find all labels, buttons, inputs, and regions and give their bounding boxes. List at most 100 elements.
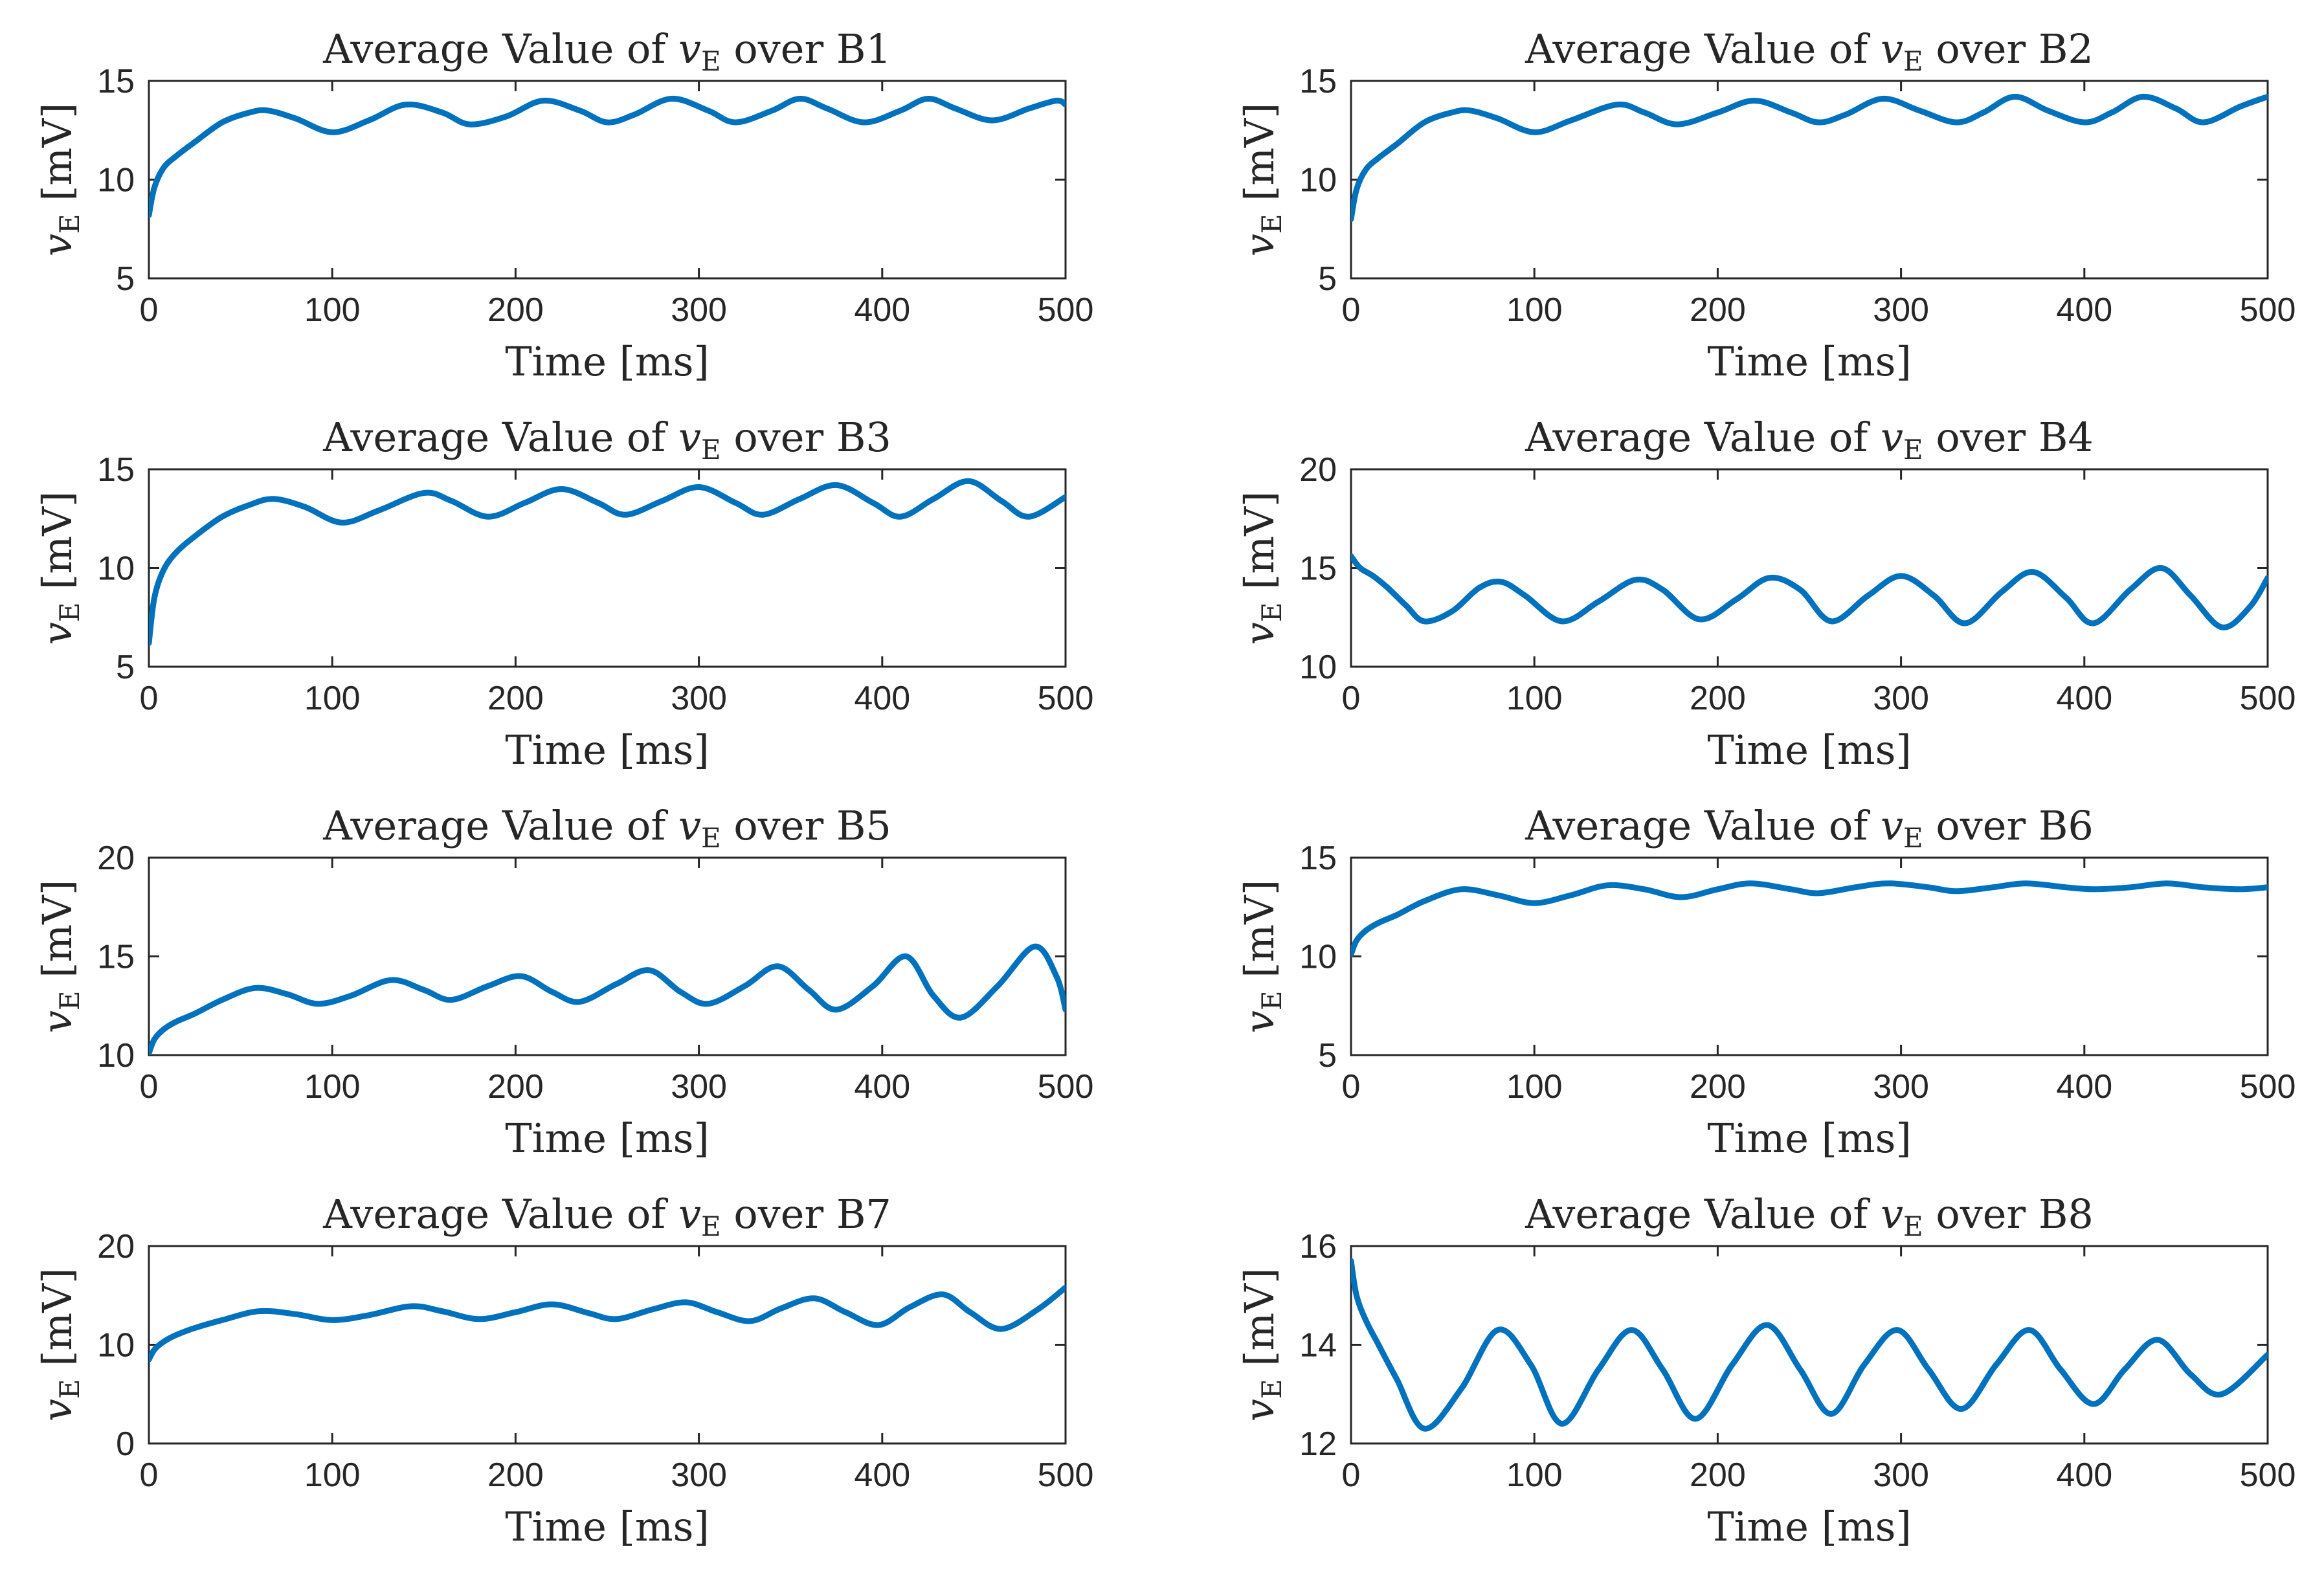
x-tick-label: 200 bbox=[1690, 1068, 1746, 1106]
panel-b5: Average Value of vE over B50 100 200 300 400… bbox=[34, 802, 1093, 1162]
y-tick-label: 15 bbox=[1299, 550, 1337, 588]
ylabel-var: v bbox=[1236, 1399, 1283, 1421]
panel-title: Average Value of vE over B4 bbox=[1525, 414, 2094, 465]
title-prefix: Average Value of bbox=[322, 802, 678, 849]
ylabel-var: v bbox=[34, 234, 81, 256]
title-var: v bbox=[1881, 1190, 1903, 1238]
panels: Average Value of vE over B10 100 200 300 400… bbox=[34, 25, 2296, 1550]
title-region: B3 bbox=[836, 414, 891, 461]
x-tick-label: 0 bbox=[140, 1068, 159, 1106]
x-axis-label: Time [ms] bbox=[1707, 1503, 1911, 1550]
title-sub: E bbox=[701, 45, 721, 77]
x-tick-label: 200 bbox=[1690, 1456, 1746, 1494]
y-tick-label: 5 bbox=[116, 649, 135, 686]
ylabel-unit: [mV] bbox=[34, 1268, 81, 1379]
x-tick-label: 400 bbox=[854, 680, 910, 717]
y-tick-label: 5 bbox=[116, 260, 135, 298]
x-tick-label: 500 bbox=[1038, 1456, 1094, 1494]
panel-title: Average Value of vE over B3 bbox=[322, 414, 891, 465]
ylabel-unit: [mV] bbox=[1236, 491, 1283, 603]
x-tick-label: 100 bbox=[1506, 1456, 1563, 1494]
ylabel-var: v bbox=[1236, 622, 1283, 645]
series-line-b8 bbox=[1351, 1258, 2268, 1432]
x-tick-label: 0 bbox=[140, 291, 159, 329]
panel-title: Average Value of vE over B7 bbox=[322, 1190, 891, 1242]
y-tick-label: 5 bbox=[1318, 260, 1337, 298]
y-tick-label: 0 bbox=[116, 1425, 135, 1463]
x-axis-label: Time [ms] bbox=[1707, 1115, 1911, 1162]
title-var: v bbox=[1881, 802, 1903, 849]
ylabel-var: v bbox=[1236, 234, 1283, 256]
y-tick-label: 20 bbox=[97, 1228, 135, 1265]
ylabel-unit: [mV] bbox=[1236, 1268, 1283, 1379]
x-axis-label: Time [ms] bbox=[505, 1503, 709, 1550]
x-tick-label: 400 bbox=[854, 1068, 910, 1106]
x-tick-label: 100 bbox=[1506, 1068, 1563, 1106]
title-mid: over bbox=[721, 25, 836, 72]
title-var: v bbox=[678, 414, 701, 461]
y-axis-label: vE [mV] bbox=[34, 491, 85, 645]
axes-box bbox=[148, 856, 1067, 1056]
title-prefix: Average Value of bbox=[1525, 25, 1881, 72]
x-axis-label: Time [ms] bbox=[505, 726, 709, 774]
series-line-b4 bbox=[1351, 553, 2268, 630]
ylabel-unit: [mV] bbox=[1236, 103, 1283, 214]
x-tick-label: 0 bbox=[140, 1456, 159, 1494]
y-tick-label: 10 bbox=[1299, 162, 1337, 199]
title-var: v bbox=[678, 1190, 701, 1238]
ylabel-var: v bbox=[34, 622, 81, 645]
x-tick-label: 500 bbox=[2240, 680, 2296, 717]
panel-b3: Average Value of vE over B30 100 200 300 400… bbox=[34, 414, 1093, 774]
x-tick-label: 0 bbox=[1342, 1068, 1361, 1106]
x-tick-label: 100 bbox=[304, 291, 361, 329]
ylabel-var: v bbox=[34, 1010, 81, 1033]
title-region: B2 bbox=[2039, 25, 2094, 72]
panel-title: Average Value of vE over B8 bbox=[1525, 1190, 2094, 1242]
ylabel-var: v bbox=[34, 1399, 81, 1421]
x-tick-label: 500 bbox=[2240, 291, 2296, 329]
x-axis-label: Time [ms] bbox=[505, 338, 709, 385]
y-tick-label: 14 bbox=[1299, 1327, 1337, 1365]
panel-title: Average Value of vE over B1 bbox=[322, 25, 891, 77]
title-prefix: Average Value of bbox=[322, 25, 678, 72]
axes-box bbox=[148, 1245, 1067, 1445]
ylabel-sub: E bbox=[54, 1379, 85, 1399]
x-tick-label: 0 bbox=[1342, 680, 1361, 717]
y-tick-label: 10 bbox=[97, 550, 135, 588]
y-axis-label: vE [mV] bbox=[1236, 880, 1288, 1033]
title-region: B7 bbox=[836, 1190, 891, 1238]
x-tick-label: 200 bbox=[1690, 291, 1746, 329]
x-tick-label: 200 bbox=[487, 291, 544, 329]
ylabel-sub: E bbox=[54, 214, 85, 234]
panel-b6: Average Value of vE over B60 100 200 300 400… bbox=[1236, 802, 2296, 1162]
x-tick-label: 400 bbox=[2056, 680, 2112, 717]
panel-title: Average Value of vE over B5 bbox=[322, 802, 891, 854]
title-region: B5 bbox=[836, 802, 891, 849]
title-region: B6 bbox=[2039, 802, 2094, 849]
axes-box bbox=[1350, 1245, 2269, 1445]
title-var: v bbox=[1881, 414, 1903, 461]
x-tick-label: 500 bbox=[2240, 1456, 2296, 1494]
x-tick-label: 300 bbox=[671, 1068, 727, 1106]
ylabel-sub: E bbox=[1256, 990, 1288, 1010]
title-mid: over bbox=[721, 414, 836, 461]
x-axis-label: Time [ms] bbox=[1707, 338, 1911, 385]
title-var: v bbox=[678, 802, 701, 849]
title-var: v bbox=[1881, 25, 1903, 72]
title-mid: over bbox=[721, 802, 836, 849]
axes-box bbox=[148, 80, 1067, 280]
panel-b1: Average Value of vE over B10 100 200 300 400… bbox=[34, 25, 1093, 385]
y-axis-label: vE [mV] bbox=[34, 880, 85, 1033]
x-tick-label: 500 bbox=[1038, 680, 1094, 717]
x-tick-label: 400 bbox=[854, 1456, 910, 1494]
ylabel-unit: [mV] bbox=[1236, 880, 1283, 991]
x-tick-label: 500 bbox=[1038, 291, 1094, 329]
ylabel-var: v bbox=[1236, 1010, 1283, 1033]
title-mid: over bbox=[721, 1190, 836, 1238]
title-region: B4 bbox=[2039, 414, 2094, 461]
x-axis-label: Time [ms] bbox=[505, 1115, 709, 1162]
y-tick-label: 20 bbox=[97, 840, 135, 877]
x-tick-label: 100 bbox=[304, 1068, 361, 1106]
title-mid: over bbox=[1923, 25, 2039, 72]
y-axis-label: vE [mV] bbox=[1236, 491, 1288, 645]
